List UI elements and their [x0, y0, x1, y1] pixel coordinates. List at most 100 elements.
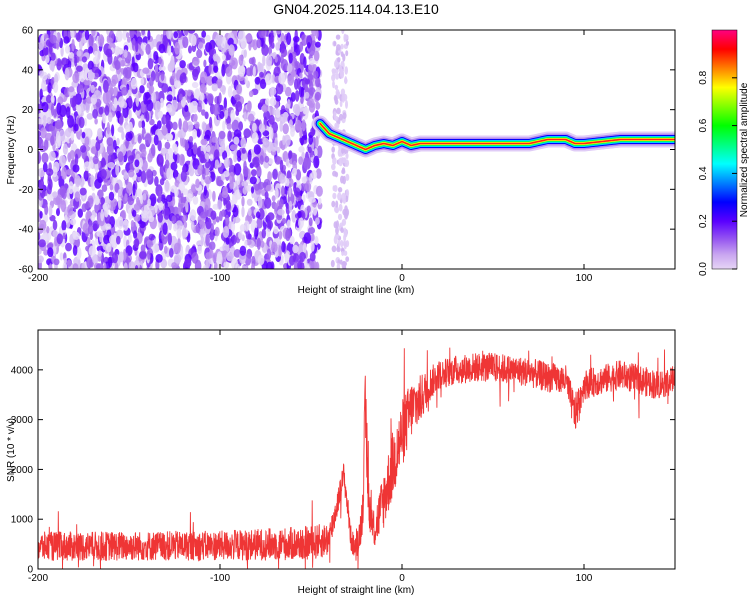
noise-blob	[204, 129, 212, 139]
snr-ytick-label: 1000	[11, 515, 34, 526]
noise-blob	[99, 232, 103, 243]
noise-blob	[204, 176, 212, 185]
noise-blob	[171, 71, 176, 80]
colorbar-axes: 0.0 0.2 0.4 0.6 0.8	[698, 70, 737, 276]
noise-strip-blob	[345, 256, 350, 262]
noise-blob	[276, 30, 281, 35]
noise-blob	[229, 180, 234, 190]
noise-strip-blob	[341, 260, 347, 269]
noise-blob	[127, 89, 132, 97]
noise-blob	[304, 84, 309, 94]
noise-blob	[250, 186, 255, 194]
noise-blob	[200, 138, 208, 146]
noise-blob	[58, 155, 66, 168]
noise-blob	[48, 124, 53, 132]
noise-blob	[304, 78, 311, 85]
noise-blob	[166, 103, 173, 113]
noise-blob	[44, 231, 52, 242]
noise-blob	[188, 164, 192, 174]
noise-blob	[233, 249, 241, 258]
noise-blob	[126, 36, 132, 43]
noise-blob	[79, 176, 85, 188]
noise-blob	[74, 56, 78, 67]
noise-blob	[173, 242, 181, 254]
noise-blob	[103, 262, 107, 269]
noise-blob	[157, 139, 162, 152]
noise-blob	[179, 60, 186, 69]
noise-blob	[241, 147, 246, 154]
noise-blob	[290, 92, 296, 102]
noise-strip-blob	[340, 68, 344, 77]
spectrogram-ytick-label: -40	[19, 225, 34, 236]
noise-blob	[201, 168, 206, 180]
noise-strip-blob	[331, 68, 336, 74]
noise-blob	[279, 113, 286, 124]
snr-xtick-label: 100	[576, 573, 593, 584]
noise-blob	[307, 146, 312, 154]
noise-blob	[152, 91, 157, 103]
noise-blob	[92, 56, 100, 65]
noise-blob	[115, 110, 121, 119]
noise-blob	[132, 183, 136, 196]
noise-blob	[208, 63, 212, 74]
noise-blob	[139, 85, 145, 94]
noise-blob	[261, 228, 266, 239]
noise-blob	[314, 91, 322, 101]
noise-strip-blob	[331, 74, 336, 82]
noise-blob	[38, 239, 46, 248]
noise-strip-blob	[331, 146, 336, 153]
noise-blob	[104, 196, 111, 204]
noise-blob	[278, 244, 282, 257]
noise-blob	[84, 30, 90, 41]
noise-blob	[173, 169, 179, 178]
noise-blob	[192, 128, 198, 140]
noise-blob	[257, 61, 262, 72]
noise-blob	[302, 242, 307, 254]
noise-blob	[52, 219, 58, 231]
noise-blob	[41, 78, 47, 91]
noise-blob	[191, 68, 200, 78]
noise-blob	[97, 189, 104, 200]
noise-blob	[247, 208, 252, 217]
noise-blob	[112, 86, 118, 97]
noise-blob	[307, 42, 311, 49]
noise-blob	[286, 99, 291, 109]
noise-blob	[308, 134, 314, 145]
noise-blob	[218, 92, 222, 104]
noise-blob	[87, 224, 94, 235]
noise-blob	[86, 255, 93, 269]
noise-strip-blob	[335, 89, 340, 97]
noise-blob	[261, 103, 269, 113]
noise-blob	[161, 83, 169, 93]
noise-strip-blob	[332, 80, 335, 89]
spectrogram-ytick-label: -20	[19, 185, 34, 196]
noise-blob	[259, 155, 264, 165]
noise-blob	[191, 184, 197, 194]
noise-blob	[242, 186, 248, 195]
noise-blob	[204, 111, 209, 120]
noise-blob	[311, 30, 317, 37]
noise-strip-blob	[345, 240, 350, 248]
noise-blob	[173, 222, 178, 232]
noise-blob	[113, 97, 118, 109]
noise-blob	[154, 203, 158, 214]
noise-blob	[88, 46, 94, 54]
noise-blob	[182, 226, 187, 240]
noise-blob	[255, 211, 261, 219]
noise-blob	[252, 66, 256, 77]
noise-blob	[47, 82, 52, 94]
noise-blob	[139, 193, 144, 205]
noise-blob	[156, 120, 162, 129]
noise-blob	[70, 30, 75, 39]
noise-blob	[150, 144, 156, 157]
noise-strip-blob	[337, 57, 341, 63]
noise-blob	[54, 119, 63, 130]
noise-blob	[141, 120, 146, 129]
noise-blob	[223, 97, 227, 110]
noise-blob	[184, 30, 189, 36]
noise-blob	[85, 101, 90, 114]
spectrogram-xtick-label: -200	[28, 273, 48, 284]
noise-blob	[264, 197, 272, 209]
noise-blob	[102, 202, 110, 211]
